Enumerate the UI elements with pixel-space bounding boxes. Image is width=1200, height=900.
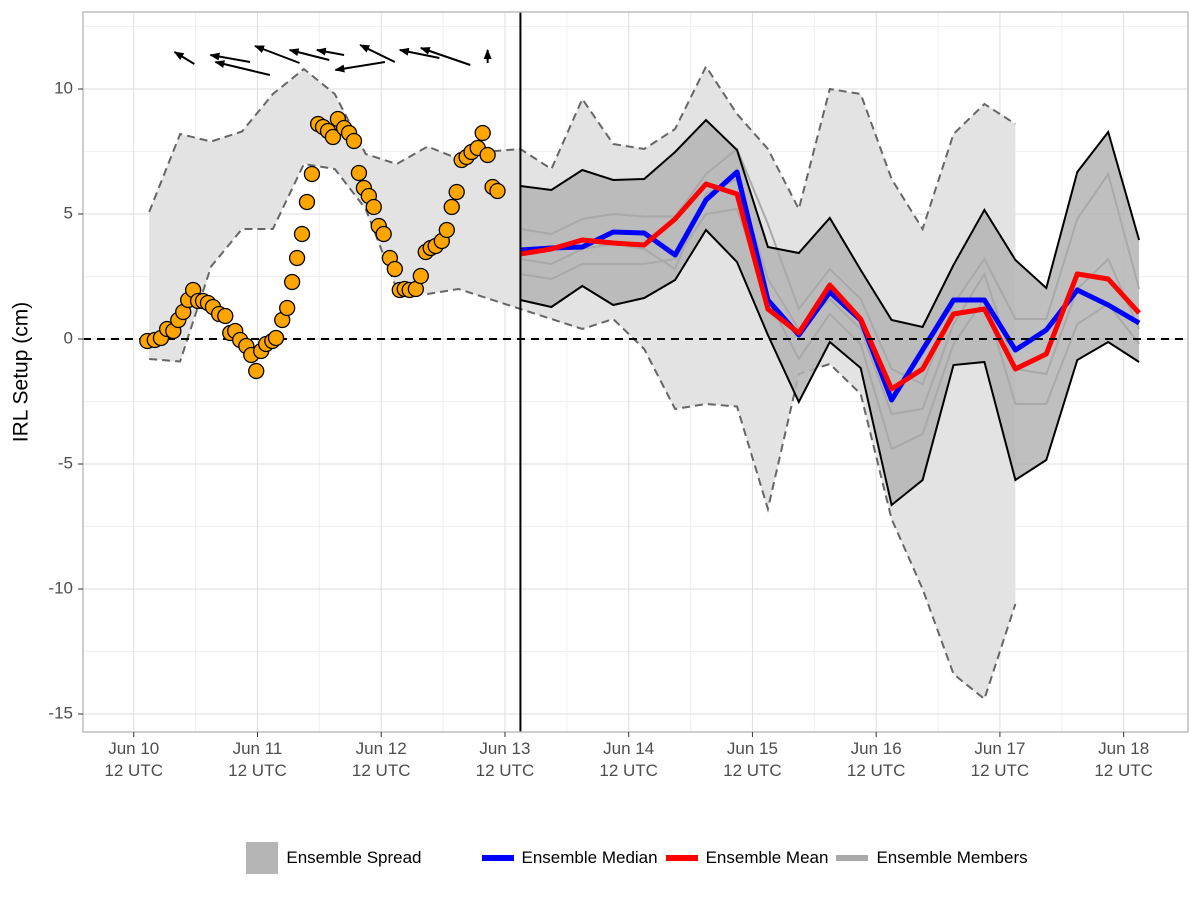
observation-point <box>365 198 382 216</box>
ensemble-member <box>520 147 1141 386</box>
observation-point <box>293 225 311 243</box>
legend-line <box>836 855 869 861</box>
observation-point <box>298 193 316 211</box>
legend-key <box>246 842 279 874</box>
wind-arrow <box>288 48 330 61</box>
legend-line <box>481 855 514 861</box>
wind-arrow <box>173 51 195 65</box>
x-tick-label: Jun 17 12 UTC <box>970 739 1030 780</box>
outer-band-edge <box>149 162 1017 701</box>
wind-arrow <box>209 52 251 63</box>
x-tick-label: Jun 16 12 UTC <box>846 739 906 780</box>
legend-label: Ensemble Median <box>521 848 658 867</box>
observation-point <box>443 198 460 216</box>
outer-band-edge <box>148 64 1016 232</box>
observation-point <box>350 164 368 182</box>
x-tick-label: Jun 12 12 UTC <box>351 739 411 780</box>
panel-border <box>82 11 1189 733</box>
observation-point <box>267 329 285 347</box>
observation-point <box>324 128 342 146</box>
observation-point <box>479 146 496 164</box>
legend-item: Ensemble Spread <box>246 842 422 874</box>
legend-swatch <box>246 842 279 874</box>
legend: Ensemble Spread Ensemble Median Ensemble M… <box>83 842 1199 874</box>
wind-arrow <box>419 47 471 66</box>
legend-label: Ensemble Spread <box>286 848 422 867</box>
observation-point <box>303 165 321 183</box>
y-tick-label: -10 <box>48 578 73 597</box>
wind-arrow <box>214 60 271 76</box>
legend-key <box>481 842 514 874</box>
observation-point <box>248 362 265 380</box>
wind-arrow <box>315 47 345 56</box>
spread-edge <box>520 118 1141 329</box>
x-tick-label: Jun 14 12 UTC <box>599 739 658 780</box>
observation-point <box>217 307 234 325</box>
legend-key <box>665 842 698 874</box>
observation-point <box>489 182 506 200</box>
observation-point <box>386 260 403 278</box>
x-tick-label: Jun 10 12 UTC <box>104 739 163 780</box>
legend-item: Ensemble Members <box>836 842 1028 874</box>
legend-key <box>836 842 869 874</box>
observation-point <box>438 221 455 239</box>
observation-point <box>345 132 363 150</box>
series-line <box>520 169 1141 403</box>
legend-line <box>665 855 698 861</box>
wind-arrow <box>254 45 300 64</box>
y-tick-label: 0 <box>64 328 73 347</box>
x-tick-label: Jun 13 12 UTC <box>475 739 535 780</box>
observation-point <box>474 124 491 142</box>
observation-point <box>283 273 301 291</box>
x-tick-label: Jun 11 12 UTC <box>228 739 287 780</box>
observation-point <box>288 249 306 267</box>
y-tick-label: -5 <box>58 453 73 472</box>
legend-item: Ensemble Median <box>481 842 658 874</box>
observation-point <box>279 299 296 317</box>
observation-point <box>412 267 429 285</box>
series-line <box>520 181 1141 392</box>
wind-arrow <box>359 44 396 63</box>
observation-point <box>448 183 465 201</box>
ensemble-member <box>520 207 1140 451</box>
observation-point <box>375 225 392 243</box>
wind-arrow <box>334 61 386 73</box>
y-axis-title: IRL Setup (cm) <box>10 302 33 442</box>
y-tick-label: 10 <box>54 78 73 97</box>
legend-label: Ensemble Members <box>876 848 1028 867</box>
x-tick-label: Jun 18 12 UTC <box>1094 739 1153 780</box>
y-tick-label: -15 <box>48 703 73 722</box>
y-tick-label: 5 <box>64 203 73 222</box>
x-tick-label: Jun 15 12 UTC <box>723 739 782 780</box>
wind-arrow <box>398 47 440 59</box>
legend-label: Ensemble Mean <box>705 848 829 867</box>
outer-band <box>149 66 1016 699</box>
legend-item: Ensemble Mean <box>665 842 829 874</box>
spread-edge <box>520 228 1140 507</box>
